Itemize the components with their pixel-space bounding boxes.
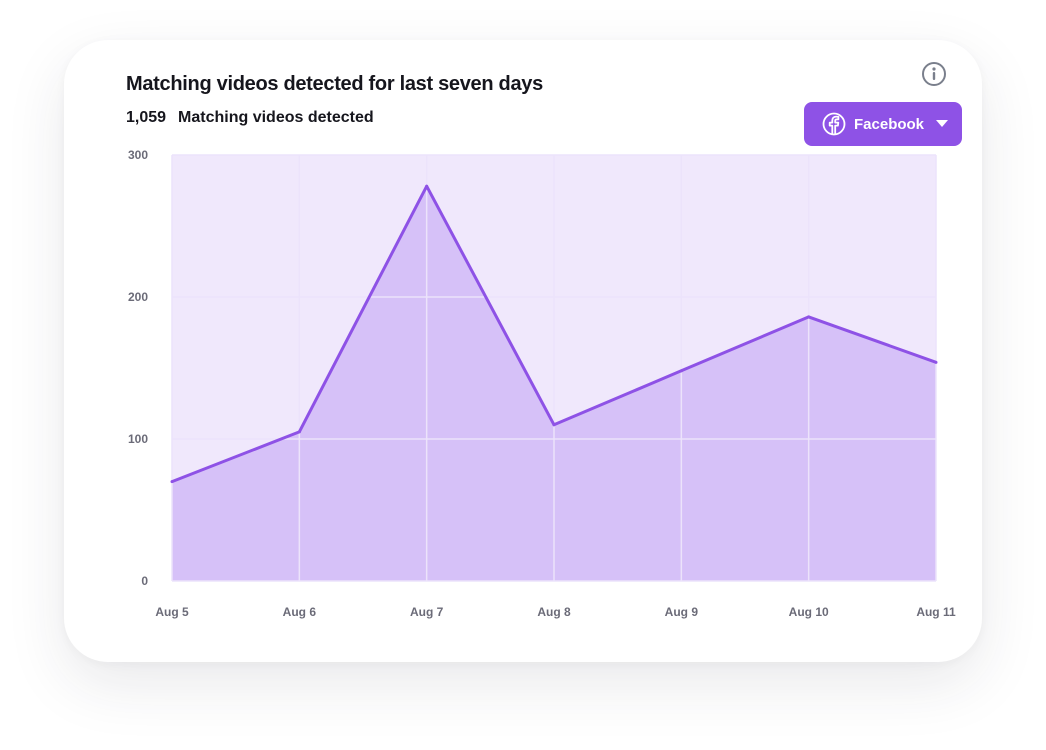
data-point-aug-9 (679, 369, 683, 373)
total-label: Matching videos detected (178, 109, 374, 126)
total-count: 1,059 (126, 109, 167, 126)
chart-title: Matching videos detected for last seven … (126, 73, 543, 95)
x-tick-label: Aug 7 (410, 605, 444, 619)
x-tick-label: Aug 5 (155, 605, 189, 619)
platform-dropdown-label: Facebook (854, 115, 925, 133)
vertical-gridlines (171, 155, 937, 581)
y-tick-label: 0 (141, 574, 148, 588)
y-tick-label: 100 (128, 432, 148, 446)
data-point-aug-8 (552, 423, 556, 427)
x-tick-label: Aug 9 (665, 605, 699, 619)
data-point-aug-6 (297, 430, 301, 434)
x-tick-label: Aug 10 (789, 605, 829, 619)
y-axis-tick-labels: 0 100 200 300 (128, 148, 148, 588)
x-axis-tick-labels: Aug 5 Aug 6 Aug 7 Aug 8 Aug 9 Aug 10 Aug 11 (155, 605, 956, 619)
series-points (170, 184, 938, 484)
horizontal-gridlines (172, 154, 936, 582)
data-point-aug-10 (807, 315, 811, 319)
info-icon[interactable] (921, 61, 947, 87)
x-tick-label: Aug 8 (537, 605, 571, 619)
series-area (172, 186, 936, 581)
data-point-aug-5 (170, 480, 174, 484)
x-tick-label: Aug 11 (916, 605, 956, 619)
data-point-aug-11 (934, 360, 938, 364)
facebook-icon (822, 112, 846, 136)
y-tick-label: 300 (128, 148, 148, 162)
data-point-aug-7 (425, 184, 429, 188)
detection-summary: 1,059 Matching videos detected (126, 109, 374, 127)
platform-dropdown[interactable]: Facebook (804, 102, 962, 146)
caret-down-icon (936, 120, 949, 127)
x-tick-label: Aug 6 (283, 605, 317, 619)
y-tick-label: 200 (128, 290, 148, 304)
